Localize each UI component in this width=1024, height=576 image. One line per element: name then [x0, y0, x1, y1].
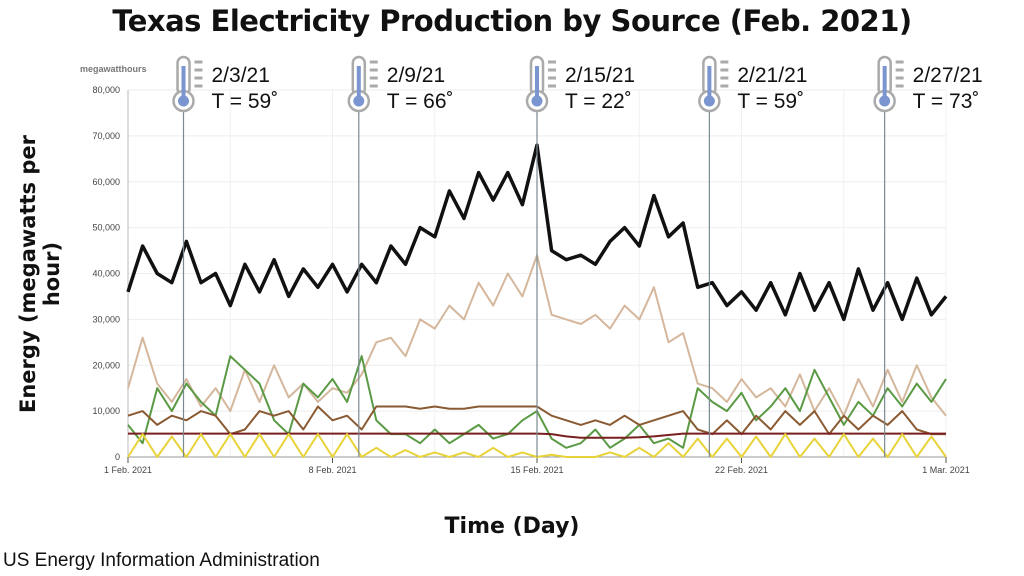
y-tick-label: 20,000: [92, 360, 120, 370]
annotation-date: 2/3/21: [212, 64, 270, 87]
thermometer-icon: [873, 55, 904, 113]
thermometer-mercury-bulb: [178, 95, 190, 107]
annotation-date: 2/9/21: [387, 64, 445, 87]
thermometer-icon: [347, 55, 378, 113]
source-credit: US Energy Information Administration: [3, 550, 320, 571]
thermometer-mercury-bulb: [353, 95, 365, 107]
thermometer-mercury-bulb: [703, 95, 715, 107]
thermometer-mercury: [707, 66, 712, 100]
x-tick-label: 1 Mar. 2021: [922, 465, 970, 475]
y-tick-label: 60,000: [92, 177, 120, 187]
unit-label: megawatthours: [80, 64, 147, 74]
thermometer-mercury: [356, 66, 361, 100]
annotation-temperature: T = 59˚: [737, 90, 804, 113]
y-tick-label: 50,000: [92, 223, 120, 233]
y-tick-label: 0: [115, 452, 120, 462]
x-tick-label: 1 Feb. 2021: [104, 465, 152, 475]
x-axis-label: Time (Day): [444, 514, 580, 539]
chart-title: Texas Electricity Production by Source (…: [112, 4, 912, 38]
annotation-date: 2/27/21: [913, 64, 983, 87]
thermometer-icon: [172, 55, 203, 113]
annotation-temperature: T = 22˚: [565, 90, 632, 113]
thermometer-mercury-bulb: [879, 95, 891, 107]
x-tick-label: 22 Feb. 2021: [715, 465, 768, 475]
thermometer-mercury: [535, 66, 539, 100]
x-tick-label: 15 Feb. 2021: [510, 465, 563, 475]
annotation-temperature: T = 66˚: [387, 90, 454, 113]
y-tick-label: 40,000: [92, 269, 120, 279]
thermometer-mercury-bulb: [531, 95, 543, 107]
thermometer-mercury: [882, 66, 887, 100]
y-tick-label: 10,000: [92, 406, 120, 416]
thermometer-icon: [525, 55, 556, 113]
y-tick-label: 80,000: [92, 85, 120, 95]
annotation-date: 2/15/21: [565, 64, 635, 87]
annotation-temperature: T = 59˚: [212, 90, 279, 113]
annotation-temperature: T = 73˚: [913, 90, 980, 113]
thermometer-icon: [698, 55, 729, 113]
y-tick-label: 70,000: [92, 131, 120, 141]
thermometer-mercury: [181, 66, 186, 100]
y-tick-label: 30,000: [92, 314, 120, 324]
x-tick-label: 8 Feb. 2021: [308, 465, 356, 475]
annotation-date: 2/21/21: [737, 64, 807, 87]
